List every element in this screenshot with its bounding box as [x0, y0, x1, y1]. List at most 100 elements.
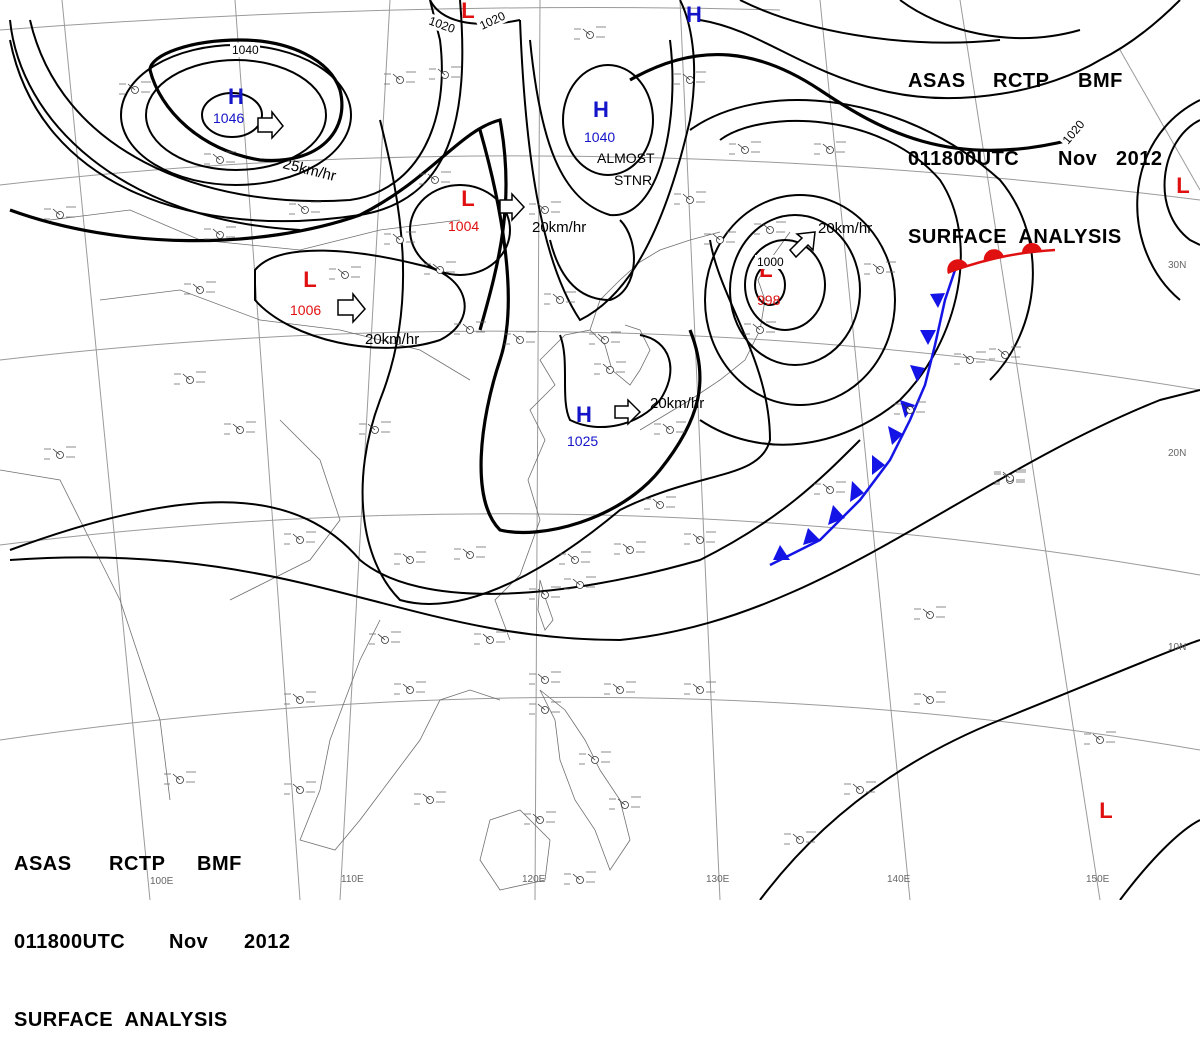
central-pressure-value: 1006 [290, 302, 321, 318]
isobar [361, 119, 772, 605]
station-wind-barb [537, 203, 546, 211]
station-wind-barb [662, 423, 671, 431]
stationary-annotation: ALMOST STNR [597, 150, 655, 188]
high-pressure-symbol: H [228, 84, 244, 109]
station-plots [44, 26, 1116, 885]
station-wind-barb [617, 798, 626, 806]
station-wind-barb [752, 323, 761, 331]
station-wind-barb [292, 783, 301, 791]
parallel-line [0, 155, 1200, 201]
title-block-bottom-left: ASAS RCTP BMF 011800UTC Nov 2012 SURFACE… [14, 799, 291, 1059]
station-wind-barb [392, 73, 401, 81]
meridian-line [534, 0, 541, 900]
station-data-glyphs [784, 831, 816, 845]
station-wind-barb [402, 683, 411, 691]
isobar-value-label: 1000 [757, 255, 784, 269]
warm-front [947, 242, 1056, 274]
isobar [549, 219, 635, 302]
title-block-top-right: ASAS RCTP BMF 011800UTC Nov 2012 SURFACE… [908, 16, 1163, 276]
station-data-glyphs [204, 226, 236, 240]
coordinate-labels: 110E 120E 130E 140E 150E 100E 30N 20N 10N [150, 260, 1186, 887]
station-wind-barb [297, 203, 306, 211]
station-data-glyphs [754, 221, 786, 235]
station-wind-barb [1002, 471, 1011, 479]
motion-arrow [614, 398, 642, 426]
central-pressure-value: 1004 [448, 218, 479, 234]
station-data-glyphs [424, 261, 456, 275]
station-wind-barb [922, 693, 931, 701]
station-wind-barb [652, 498, 661, 506]
station-data-glyphs [864, 261, 896, 275]
station-wind-barb [737, 143, 746, 151]
station-data-glyphs [529, 586, 561, 600]
low-pressure-symbol: L [461, 186, 474, 211]
station-wind-barb [212, 228, 221, 236]
coastline-korea [589, 324, 651, 386]
longitude-label: 120E [522, 874, 546, 885]
station-data-glyphs [454, 321, 486, 335]
station-wind-barb [597, 333, 606, 341]
station-wind-barb [212, 153, 221, 161]
station-wind-barb [192, 283, 201, 291]
station-wind-barb [922, 608, 931, 616]
station-data-glyphs [164, 771, 196, 785]
isobar [529, 39, 674, 217]
isobar [699, 119, 962, 446]
warm-front-semicircles [947, 242, 1042, 274]
station-data-glyphs [284, 531, 316, 545]
border-line [229, 419, 341, 601]
isobar [744, 239, 826, 331]
coastline-japan [639, 231, 791, 431]
isobar [562, 64, 654, 176]
station-data-glyphs [589, 331, 621, 345]
station-data-glyphs [894, 401, 926, 415]
station-data-glyphs [609, 796, 641, 810]
coastline-china [494, 231, 721, 641]
graticule [0, 0, 1200, 900]
annotation-stnr: STNR [614, 172, 652, 188]
station-data-glyphs [614, 541, 646, 555]
isobar [559, 334, 672, 428]
station-wind-barb [127, 83, 136, 91]
isobar [729, 214, 861, 366]
station-data-glyphs [994, 471, 1026, 485]
isobar [1119, 819, 1200, 900]
title-code-station: RCTP [993, 70, 1050, 92]
station-wind-barb [512, 333, 521, 341]
station-wind-barb [392, 233, 401, 241]
station-data-glyphs [644, 496, 676, 510]
station-wind-barb [172, 773, 181, 781]
station-wind-barb [337, 268, 346, 276]
central-pressure-value: 1040 [584, 129, 615, 145]
station-data-glyphs [844, 781, 876, 795]
station-data-glyphs [994, 469, 1026, 483]
station-wind-barb [762, 223, 771, 231]
coastlines [0, 209, 791, 891]
station-data-glyphs [654, 421, 686, 435]
station-data-glyphs [729, 141, 761, 155]
station-wind-barb [182, 373, 191, 381]
station-data-glyphs [594, 361, 626, 375]
front-triangle [773, 545, 790, 560]
station-data-glyphs [44, 446, 76, 460]
coastline-philippines [539, 689, 631, 871]
isobar [699, 0, 1181, 99]
isobar [409, 184, 511, 276]
title-month: Nov [169, 931, 209, 953]
isobar [1136, 99, 1200, 301]
meridian-line [679, 0, 721, 900]
title-code-bmf: BMF [197, 853, 242, 875]
border-line [49, 209, 461, 251]
central-pressure-value: 1025 [567, 433, 598, 449]
station-data-glyphs [529, 201, 561, 215]
isobar-value-label: 1040 [232, 43, 259, 57]
station-wind-barb [482, 633, 491, 641]
station-wind-barb [612, 683, 621, 691]
longitude-label: 110E [341, 874, 364, 885]
isobar-thick [629, 53, 1071, 153]
front-triangle [828, 505, 845, 525]
station-data-glyphs [119, 81, 151, 95]
title-year: 2012 [1116, 148, 1163, 170]
station-data-glyphs [914, 691, 946, 705]
